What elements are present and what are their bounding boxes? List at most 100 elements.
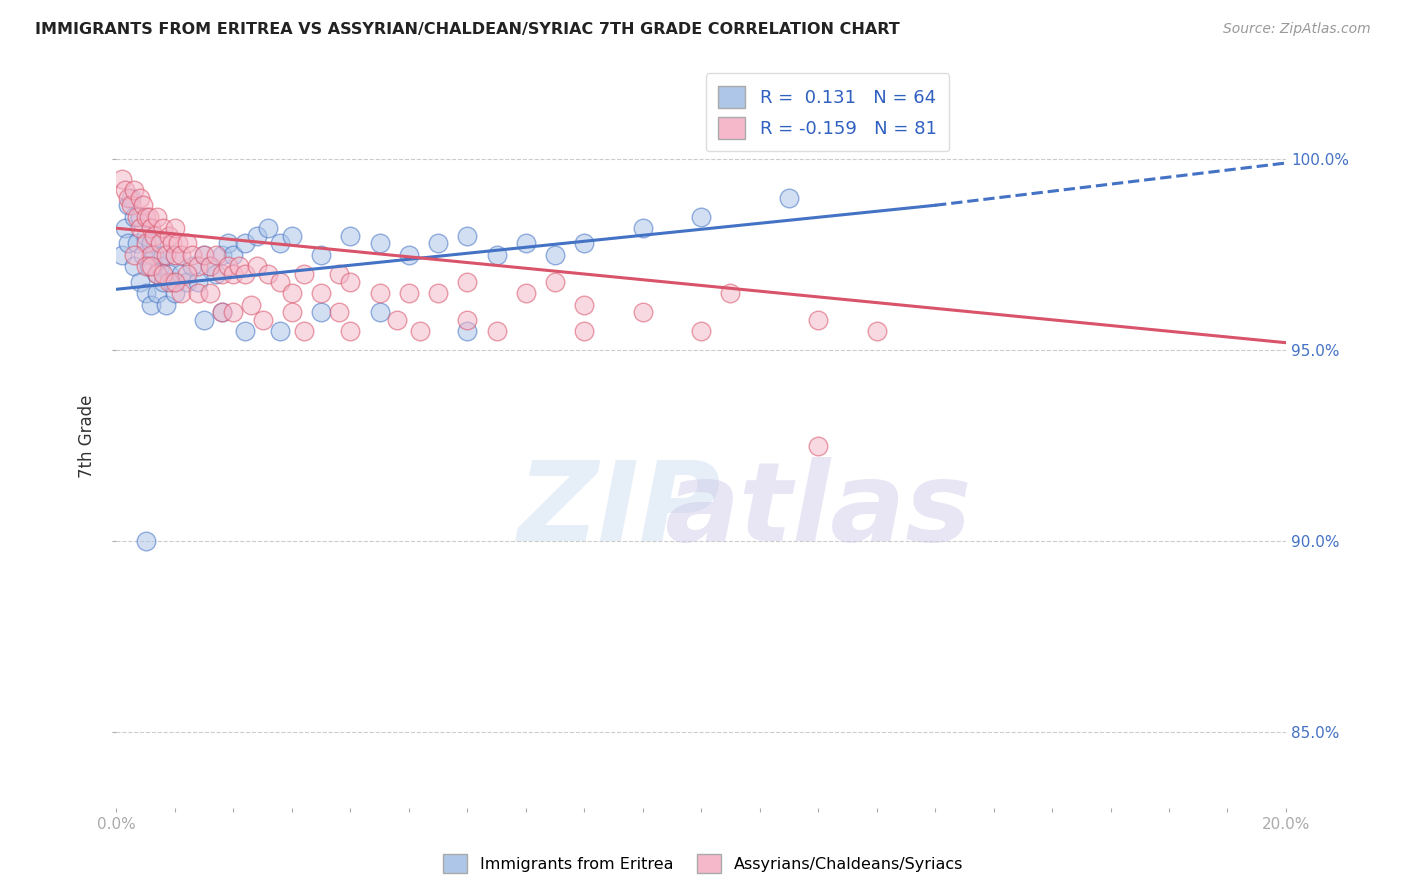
Point <box>181 248 204 262</box>
Point <box>141 297 163 311</box>
Point <box>309 248 332 262</box>
Point <box>141 260 163 274</box>
Point <box>117 236 139 251</box>
Point <box>135 228 157 243</box>
Point <box>176 267 198 281</box>
Point <box>485 324 508 338</box>
Point <box>176 236 198 251</box>
Point <box>128 210 150 224</box>
Point <box>163 286 186 301</box>
Point <box>152 221 174 235</box>
Point <box>807 439 830 453</box>
Point <box>122 260 145 274</box>
Point <box>217 260 239 274</box>
Point <box>292 324 315 338</box>
Point <box>269 275 291 289</box>
Point <box>125 236 148 251</box>
Point <box>117 191 139 205</box>
Point <box>160 236 183 251</box>
Legend: Immigrants from Eritrea, Assyrians/Chaldeans/Syriacs: Immigrants from Eritrea, Assyrians/Chald… <box>436 847 970 880</box>
Text: atlas: atlas <box>665 457 972 564</box>
Point <box>187 275 209 289</box>
Point <box>398 248 420 262</box>
Point <box>135 534 157 549</box>
Point <box>339 275 361 289</box>
Point <box>217 236 239 251</box>
Point <box>233 324 256 338</box>
Point <box>281 305 304 319</box>
Legend: R =  0.131   N = 64, R = -0.159   N = 81: R = 0.131 N = 64, R = -0.159 N = 81 <box>706 73 949 152</box>
Point <box>211 248 233 262</box>
Point <box>368 305 391 319</box>
Point <box>690 210 713 224</box>
Point <box>166 236 188 251</box>
Point <box>120 191 142 205</box>
Point <box>239 297 262 311</box>
Point <box>152 267 174 281</box>
Point <box>309 286 332 301</box>
Point <box>574 297 596 311</box>
Point <box>865 324 887 338</box>
Point <box>211 267 233 281</box>
Point <box>368 286 391 301</box>
Point <box>125 210 148 224</box>
Point <box>515 286 537 301</box>
Point <box>122 210 145 224</box>
Point <box>135 210 157 224</box>
Point <box>233 267 256 281</box>
Point <box>114 221 136 235</box>
Text: Source: ZipAtlas.com: Source: ZipAtlas.com <box>1223 22 1371 37</box>
Point <box>252 313 274 327</box>
Point <box>631 305 654 319</box>
Point <box>155 248 177 262</box>
Point <box>128 221 150 235</box>
Point <box>138 210 160 224</box>
Point <box>170 267 193 281</box>
Point <box>160 275 183 289</box>
Point <box>339 228 361 243</box>
Point <box>114 183 136 197</box>
Point <box>228 260 250 274</box>
Point <box>807 313 830 327</box>
Point <box>138 260 160 274</box>
Point <box>269 324 291 338</box>
Point <box>152 248 174 262</box>
Point <box>456 228 478 243</box>
Point <box>128 275 150 289</box>
Point <box>122 183 145 197</box>
Point <box>427 286 450 301</box>
Point <box>292 267 315 281</box>
Point <box>152 275 174 289</box>
Point <box>257 221 280 235</box>
Point <box>111 248 134 262</box>
Point <box>281 286 304 301</box>
Point <box>141 248 163 262</box>
Point <box>146 286 169 301</box>
Point <box>181 260 204 274</box>
Point <box>143 228 166 243</box>
Point <box>187 260 209 274</box>
Point <box>544 248 567 262</box>
Point <box>141 236 163 251</box>
Point <box>163 275 186 289</box>
Point <box>309 305 332 319</box>
Point <box>456 275 478 289</box>
Point <box>631 221 654 235</box>
Point <box>269 236 291 251</box>
Text: IMMIGRANTS FROM ERITREA VS ASSYRIAN/CHALDEAN/SYRIAC 7TH GRADE CORRELATION CHART: IMMIGRANTS FROM ERITREA VS ASSYRIAN/CHAL… <box>35 22 900 37</box>
Point <box>257 267 280 281</box>
Point <box>146 210 169 224</box>
Point <box>368 236 391 251</box>
Point <box>120 198 142 212</box>
Point <box>143 248 166 262</box>
Point <box>157 275 180 289</box>
Point <box>385 313 408 327</box>
Point <box>574 236 596 251</box>
Point <box>222 267 245 281</box>
Point <box>198 286 221 301</box>
Point <box>865 133 887 147</box>
Point <box>170 248 193 262</box>
Point <box>409 324 432 338</box>
Point <box>328 267 350 281</box>
Text: ZIP: ZIP <box>517 457 721 564</box>
